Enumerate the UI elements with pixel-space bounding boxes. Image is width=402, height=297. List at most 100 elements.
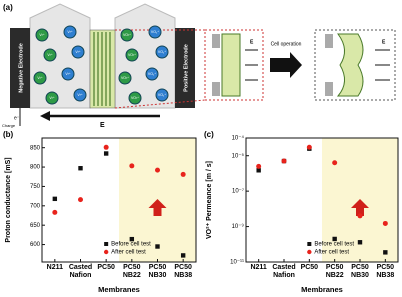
membrane-stripes (93, 32, 111, 106)
point (306, 144, 312, 150)
point (103, 151, 109, 156)
point (180, 253, 186, 258)
ion-label: V²⁺ (47, 53, 53, 57)
point (155, 244, 160, 249)
x-tick-label: PC50 NB22 (122, 264, 141, 279)
operation-label: Cell operation (271, 41, 302, 47)
x-tick-label: PC50 NB38 (174, 264, 193, 279)
point (180, 171, 186, 177)
electrode-block (212, 34, 220, 48)
ion-label: VO₂⁺ (158, 93, 166, 97)
legend-marker (307, 242, 312, 246)
y-tick-label: 10⁻⁷ (232, 188, 244, 195)
ion-label: V²⁺ (37, 76, 43, 80)
point (332, 236, 337, 242)
ion (120, 28, 134, 42)
trend-arrow (148, 199, 167, 216)
legend-marker (103, 249, 109, 255)
panel-label: (c) (204, 130, 214, 139)
x-tick-label: PC50 NB30 (148, 264, 167, 279)
point (357, 240, 363, 245)
ion (118, 71, 132, 85)
ion (45, 91, 59, 105)
ion-label: VO²⁺ (128, 53, 136, 57)
panel-label: (a) (3, 3, 13, 12)
y-tick-label: 750 (30, 184, 41, 190)
ion (35, 28, 49, 42)
membrane-zoom (221, 33, 241, 97)
ion (155, 88, 169, 102)
ion-label: VO₂⁺ (158, 50, 166, 54)
plot-frame (245, 137, 399, 263)
ion (125, 48, 139, 62)
point (256, 168, 261, 173)
zoom-line (114, 99, 206, 109)
ion (145, 67, 159, 81)
point (129, 163, 135, 169)
y-tick-label: 10⁻⁹ (232, 223, 245, 230)
legend-marker (104, 242, 109, 246)
zoom-box (204, 29, 264, 101)
charge-label: Charge (2, 123, 16, 128)
point (382, 220, 388, 226)
ion (148, 25, 162, 39)
ion-label: VO²⁺ (121, 76, 129, 80)
ion-label: V²⁺ (39, 33, 45, 37)
y-tick-label: 650 (30, 223, 41, 229)
point (78, 197, 83, 203)
electron-label: e⁻ (14, 115, 20, 121)
x-tick-label: PC50 NB38 (376, 264, 395, 279)
x-tick-label: Casted Nafion (272, 264, 296, 279)
x-tick-label: N211 (250, 264, 267, 271)
zoom-box (314, 29, 396, 101)
point (78, 166, 83, 171)
ion (43, 48, 57, 62)
ion (155, 45, 169, 59)
point (52, 209, 58, 215)
ion (71, 45, 85, 59)
ion (73, 88, 87, 102)
field-label: E (250, 39, 254, 45)
field-label: E (100, 122, 105, 129)
legend-label: Before cell test (314, 242, 354, 248)
panel-label: (b) (3, 130, 14, 139)
arrowhead (40, 111, 50, 121)
x-tick-label: PC50 (97, 264, 115, 271)
y-axis-label: VO²⁺ Permeance [m / s] (206, 161, 213, 239)
field-arrows (375, 49, 390, 81)
electrode-label: Positive Electrode (183, 44, 189, 92)
membrane-deformed (336, 33, 364, 97)
legend-label: After cell test (111, 250, 146, 256)
ion-label: VO₂⁺ (151, 30, 159, 34)
x-axis-label: Membranes (301, 285, 343, 294)
point (129, 236, 135, 242)
legend-label: After cell test (314, 250, 349, 256)
ion (63, 25, 77, 39)
ion (128, 91, 142, 105)
y-axis-label: Proton conductance [mS] (5, 157, 12, 242)
trend-arrow (351, 199, 369, 216)
y-tick-label: 10⁻⁵ (232, 152, 245, 159)
x-tick-label: PC50 NB22 (325, 264, 344, 279)
y-tick-label: 10⁻¹¹ (230, 260, 244, 266)
x-tick-label: N211 (46, 264, 63, 271)
x-tick-label: PC50 NB30 (351, 264, 369, 279)
y-tick-label: 850 (30, 145, 41, 151)
x-axis-label: Membranes (98, 285, 140, 294)
field-label: E (382, 39, 386, 45)
y-tick-label: 700 (30, 203, 41, 209)
plot-frame (41, 137, 197, 263)
point (383, 250, 388, 255)
legend-label: Before cell test (111, 242, 151, 248)
point (52, 196, 58, 202)
point (256, 163, 262, 169)
electrode-label: Negative Electrode (18, 43, 24, 93)
ion-label: V³⁺ (65, 72, 71, 76)
point (281, 158, 287, 164)
ion-label: VO²⁺ (131, 96, 139, 100)
y-tick-label: 10⁻⁴ (232, 135, 245, 142)
x-tick-label: Casted Nafion (68, 264, 93, 279)
ion (61, 67, 75, 81)
